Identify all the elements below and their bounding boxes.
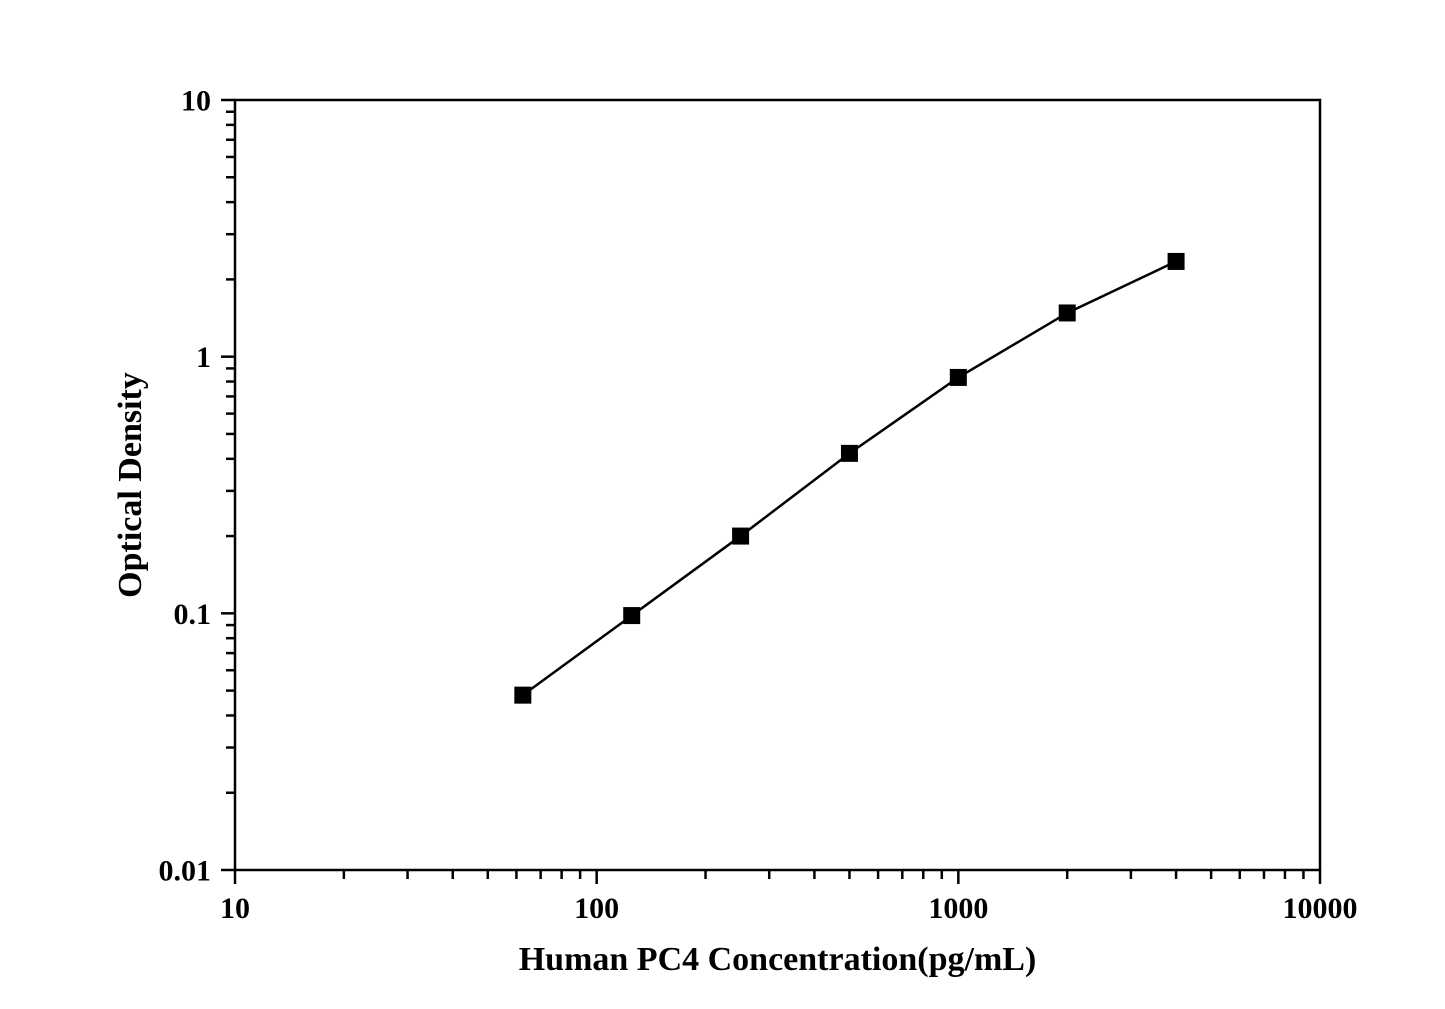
data-point xyxy=(950,369,966,385)
x-tick-label: 100 xyxy=(574,892,619,925)
x-tick-label: 1000 xyxy=(928,892,988,925)
y-tick-label: 1 xyxy=(196,341,211,374)
data-point xyxy=(1059,305,1075,321)
x-axis-label: Human PC4 Concentration(pg/mL) xyxy=(519,941,1037,978)
data-point xyxy=(624,608,640,624)
data-point xyxy=(841,445,857,461)
data-point xyxy=(1168,253,1184,269)
data-point xyxy=(515,687,531,703)
y-axis-label: Optical Density xyxy=(112,372,149,598)
y-tick-label: 0.01 xyxy=(159,855,212,888)
y-tick-label: 10 xyxy=(181,85,211,118)
y-tick-label: 0.1 xyxy=(174,598,212,631)
x-tick-label: 10000 xyxy=(1283,892,1358,925)
x-tick-label: 10 xyxy=(220,892,250,925)
chart-svg: 10 100 1000 10000 0.01 0.1 1 10 Human PC4 Concen… xyxy=(0,0,1445,1009)
elisa-standard-curve-chart: 10 100 1000 10000 0.01 0.1 1 10 Human PC4 Concen… xyxy=(0,0,1445,1009)
data-point xyxy=(733,528,749,544)
